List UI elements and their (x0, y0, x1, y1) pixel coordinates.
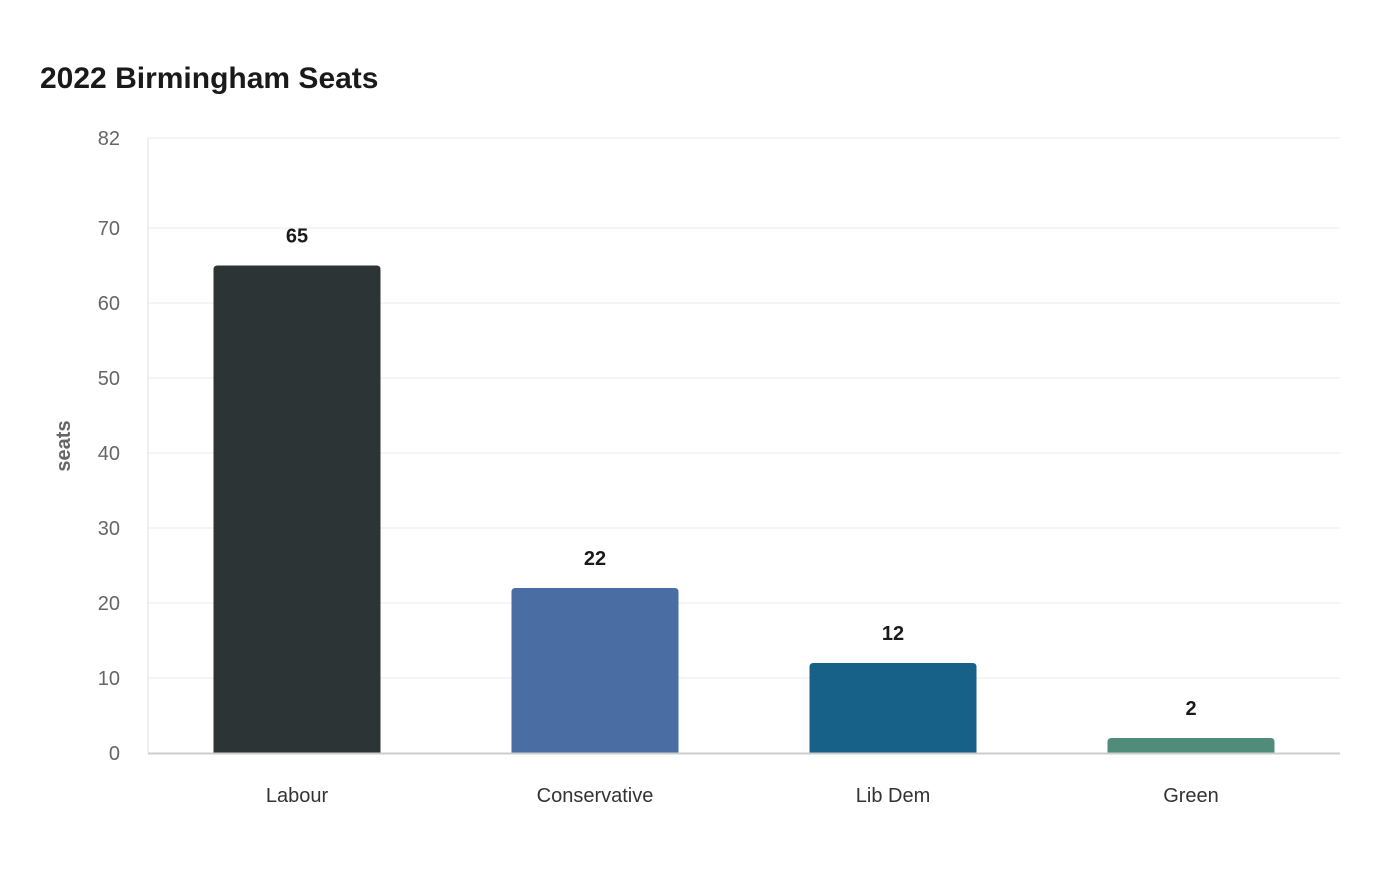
x-tick-label: Conservative (537, 785, 654, 807)
bar-lib-dem (809, 663, 977, 753)
x-tick-label: Labour (266, 785, 329, 807)
bar-conservative (511, 588, 679, 753)
y-tick-label: 50 (98, 368, 120, 390)
y-tick-label: 40 (98, 443, 120, 465)
data-label: 22 (584, 548, 606, 570)
y-tick-label: 30 (98, 518, 120, 540)
data-label: 2 (1185, 698, 1196, 720)
x-tick-label: Lib Dem (856, 785, 930, 807)
data-label: 65 (286, 226, 308, 248)
y-tick-label: 20 (98, 593, 120, 615)
bar-green (1107, 738, 1275, 753)
y-tick-label: 60 (98, 293, 120, 315)
x-tick-label: Green (1163, 785, 1219, 807)
y-tick-label: 10 (98, 668, 120, 690)
bar-labour (213, 265, 381, 753)
chart-title: 2022 Birmingham Seats (40, 62, 379, 95)
y-tick-label: 70 (98, 218, 120, 240)
y-axis-label: seats (53, 420, 75, 471)
y-tick-label: 82 (98, 128, 120, 150)
y-tick-label: 0 (109, 743, 120, 765)
data-label: 12 (882, 623, 904, 645)
